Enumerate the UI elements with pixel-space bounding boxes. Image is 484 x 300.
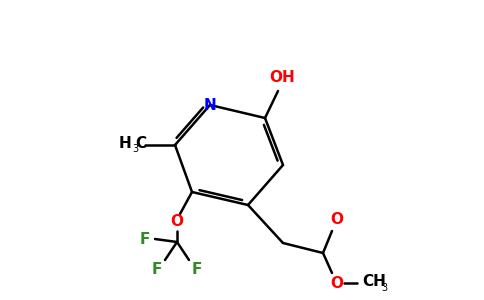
Text: C: C <box>136 136 147 152</box>
Text: 3: 3 <box>381 283 387 293</box>
Text: N: N <box>204 98 216 112</box>
Text: O: O <box>170 214 183 230</box>
Text: CH: CH <box>362 274 386 290</box>
Text: H: H <box>118 136 131 152</box>
Text: F: F <box>192 262 202 278</box>
Text: O: O <box>331 212 344 226</box>
Text: O: O <box>331 275 344 290</box>
Text: OH: OH <box>269 70 295 86</box>
Text: F: F <box>140 232 150 247</box>
Text: F: F <box>152 262 162 278</box>
Text: 3: 3 <box>132 144 138 154</box>
